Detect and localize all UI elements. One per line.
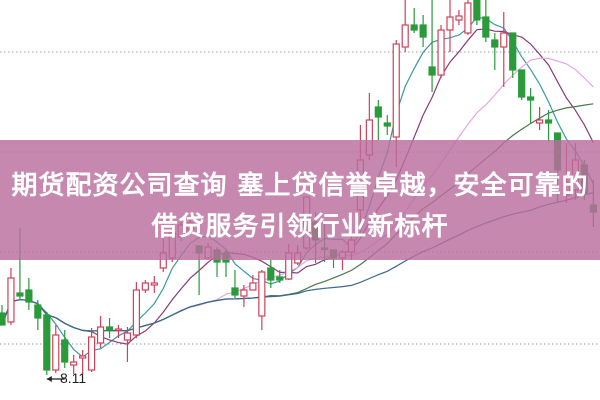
candle-body	[428, 66, 436, 76]
candle-body	[7, 277, 15, 323]
headline-banner	[0, 140, 600, 260]
candle-body	[527, 96, 535, 101]
candle-body	[464, 2, 472, 34]
candle-body	[70, 361, 78, 366]
candle-body	[141, 282, 149, 291]
candle-body	[518, 69, 526, 98]
candle-body	[34, 304, 42, 319]
candle-body	[473, 0, 481, 21]
low-arrow-head	[46, 376, 52, 382]
candle-body	[392, 43, 400, 138]
candle-body	[500, 32, 508, 48]
candle-body	[446, 16, 454, 31]
candle-body	[455, 15, 463, 21]
candle-body	[150, 282, 158, 286]
candle-body	[123, 332, 132, 341]
candle-body	[383, 122, 391, 127]
candle-body	[544, 119, 553, 124]
candle-body	[105, 326, 114, 331]
candle-body	[96, 326, 105, 344]
candle-body	[437, 29, 445, 76]
candle-body	[114, 328, 123, 332]
candle-body	[401, 24, 409, 48]
candle-body	[535, 119, 544, 124]
candle-body	[276, 276, 284, 281]
headline-line-1: 期货配资公司查询 塞上贷信誉卓越，安全可靠的	[11, 171, 589, 201]
candle-body	[249, 282, 257, 291]
candle-body	[0, 312, 6, 326]
candle-body	[43, 314, 51, 371]
candle-body	[231, 287, 239, 296]
candle-body	[16, 292, 24, 297]
candle-body	[258, 271, 266, 317]
candle-body	[419, 24, 427, 38]
candle-body	[509, 32, 517, 71]
candle-body	[87, 336, 96, 371]
candle-body	[240, 289, 248, 297]
candle-body	[25, 289, 33, 303]
headline-line-2: 借贷服务引领行业新标杆	[151, 212, 449, 242]
candle-body	[61, 339, 69, 363]
candle-body	[132, 289, 140, 336]
candle-body	[267, 267, 275, 281]
candle-body	[52, 334, 60, 371]
candle-body	[79, 355, 87, 359]
candle-body	[491, 39, 499, 48]
candle-body	[410, 24, 418, 31]
low-price-label: 8.11	[60, 370, 87, 386]
candle-body	[482, 16, 490, 38]
candle-body	[374, 106, 382, 118]
